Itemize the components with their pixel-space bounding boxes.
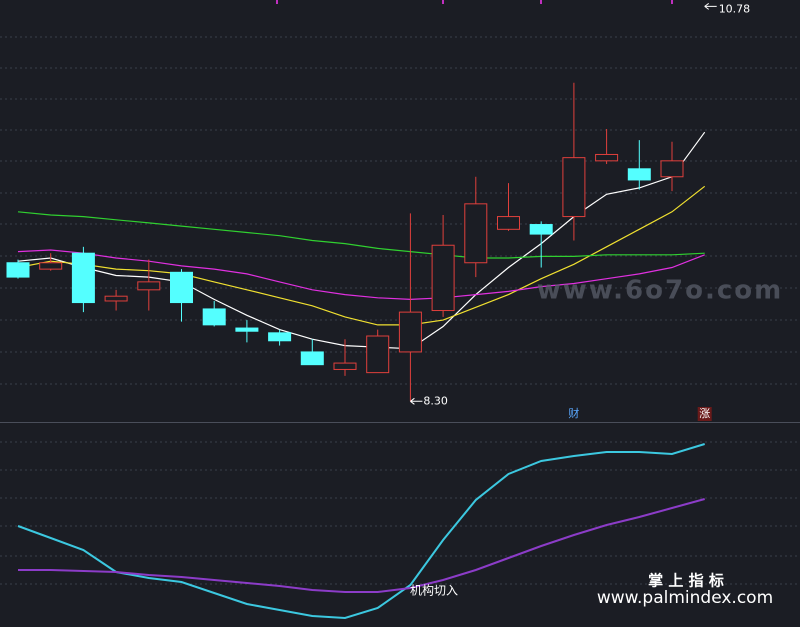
candle-body [595, 153, 619, 162]
moving-average [17, 211, 705, 259]
arrow-head [704, 2, 709, 10]
top-tick [671, 0, 673, 4]
candle-body [497, 216, 520, 230]
candle-body [202, 308, 226, 326]
moving-average [17, 249, 705, 301]
candle-body [235, 327, 259, 332]
watermark: 掌 上 指 标 [648, 572, 724, 590]
marker: 涨 [699, 407, 710, 420]
candle-body [137, 281, 161, 291]
watermark: www.palmindex.com [597, 588, 773, 608]
high-label: 10.78 [719, 2, 751, 15]
candle-body [71, 252, 95, 304]
candle-body [562, 157, 586, 218]
candle-body [104, 295, 128, 302]
candle-body [366, 335, 390, 374]
top-tick [540, 0, 542, 4]
candle-body [529, 224, 553, 235]
top-tick [442, 0, 444, 4]
moving-average [17, 131, 706, 350]
watermark: www.6o7o.com [537, 276, 783, 306]
candle-body [39, 262, 63, 270]
low-label: 8.30 [423, 394, 448, 407]
top-tick [276, 0, 278, 4]
candle-body [627, 168, 651, 181]
candle-body [464, 203, 488, 264]
top-ticks [276, 0, 673, 4]
candle-body [660, 160, 684, 178]
candle-body [6, 262, 30, 278]
candle-body [268, 332, 292, 342]
candle-body [300, 351, 324, 366]
arrow [410, 397, 423, 405]
indicator-line [18, 498, 705, 593]
candle-body [333, 362, 357, 370]
candle-body [170, 271, 193, 304]
marker-bg [697, 407, 712, 421]
grid [0, 36, 800, 585]
candle-body [431, 244, 455, 312]
marker: 财 [568, 406, 579, 420]
annotation: 机构切入 [410, 583, 458, 598]
candle-body [398, 311, 422, 353]
indicator-line [17, 443, 705, 620]
